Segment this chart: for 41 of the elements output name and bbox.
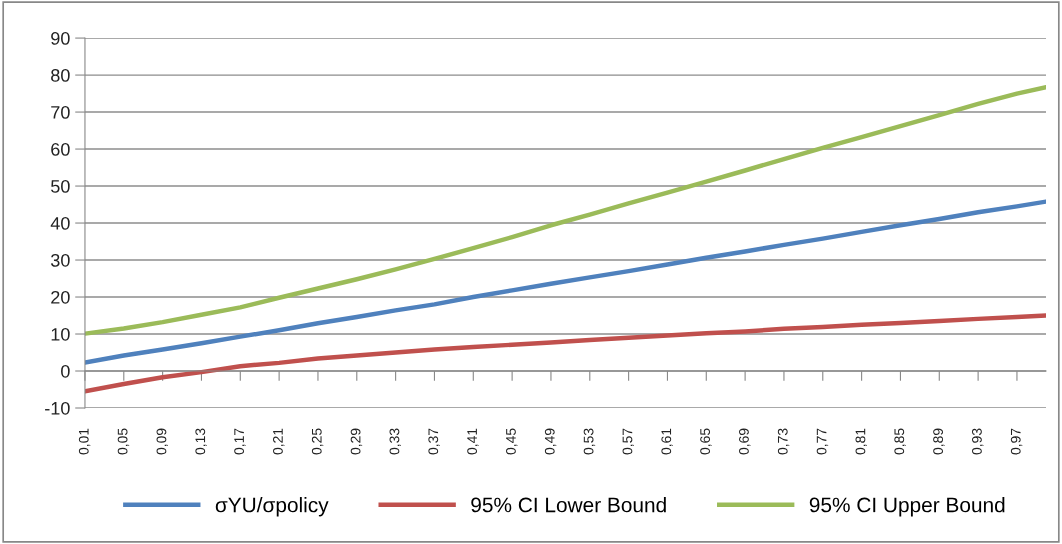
x-tick-label: 0,21 [273,428,285,455]
y-tick-label: 40 [50,216,70,230]
legend-label: 95% CI Upper Bound [809,497,1005,517]
x-tick-label: 0,25 [311,428,324,455]
y-tick-label: 50 [51,179,70,193]
y-tick-label: 60 [51,142,70,156]
x-tick-label: 0,53 [583,428,596,455]
x-tick-label: 0,65 [700,428,712,455]
x-tick-label: 0,61 [661,428,673,455]
x-tick-label: 0,69 [739,428,751,455]
x-tick-label: 0,97 [1010,428,1023,455]
x-tick-label: 0,41 [467,428,479,455]
y-tick-label: 80 [51,69,70,82]
y-tick-label: 90 [51,32,70,45]
x-tick-label: 0,85 [894,428,906,455]
y-tick-label: 20 [51,290,70,304]
line-series [84,85,1047,336]
y-tick-label: 70 [51,106,70,119]
x-tick-label: 0,37 [428,428,440,455]
x-tick-label: 0,89 [933,428,945,455]
y-tick-label: -10 [45,401,70,415]
legend-label: σYU/σpolicy [215,497,329,517]
x-tick-label: 0,57 [622,428,634,455]
y-tick-label: 10 [51,327,70,341]
line-series [84,199,1047,365]
x-tick-label: 0,93 [972,428,984,455]
x-tick-label: 0,29 [350,428,363,455]
y-tick-label: 0 [61,364,70,378]
x-tick-label: 0,49 [544,428,557,455]
y-tick-label: 30 [50,253,70,267]
x-tick-label: 0,45 [506,428,518,455]
x-tick-label: 0,09 [156,428,168,455]
x-tick-label: 0,73 [777,428,790,455]
x-tick-label: 0,33 [389,428,401,455]
x-tick-label: 0,01 [78,428,91,455]
x-tick-label: 0,05 [117,428,130,455]
legend-label: 95% CI Lower Bound [471,497,666,513]
x-tick-label: 0,77 [816,428,829,455]
x-tick-label: 0,81 [855,428,867,455]
x-tick-label: 0,17 [234,428,246,455]
x-tick-label: 0,13 [195,428,207,455]
